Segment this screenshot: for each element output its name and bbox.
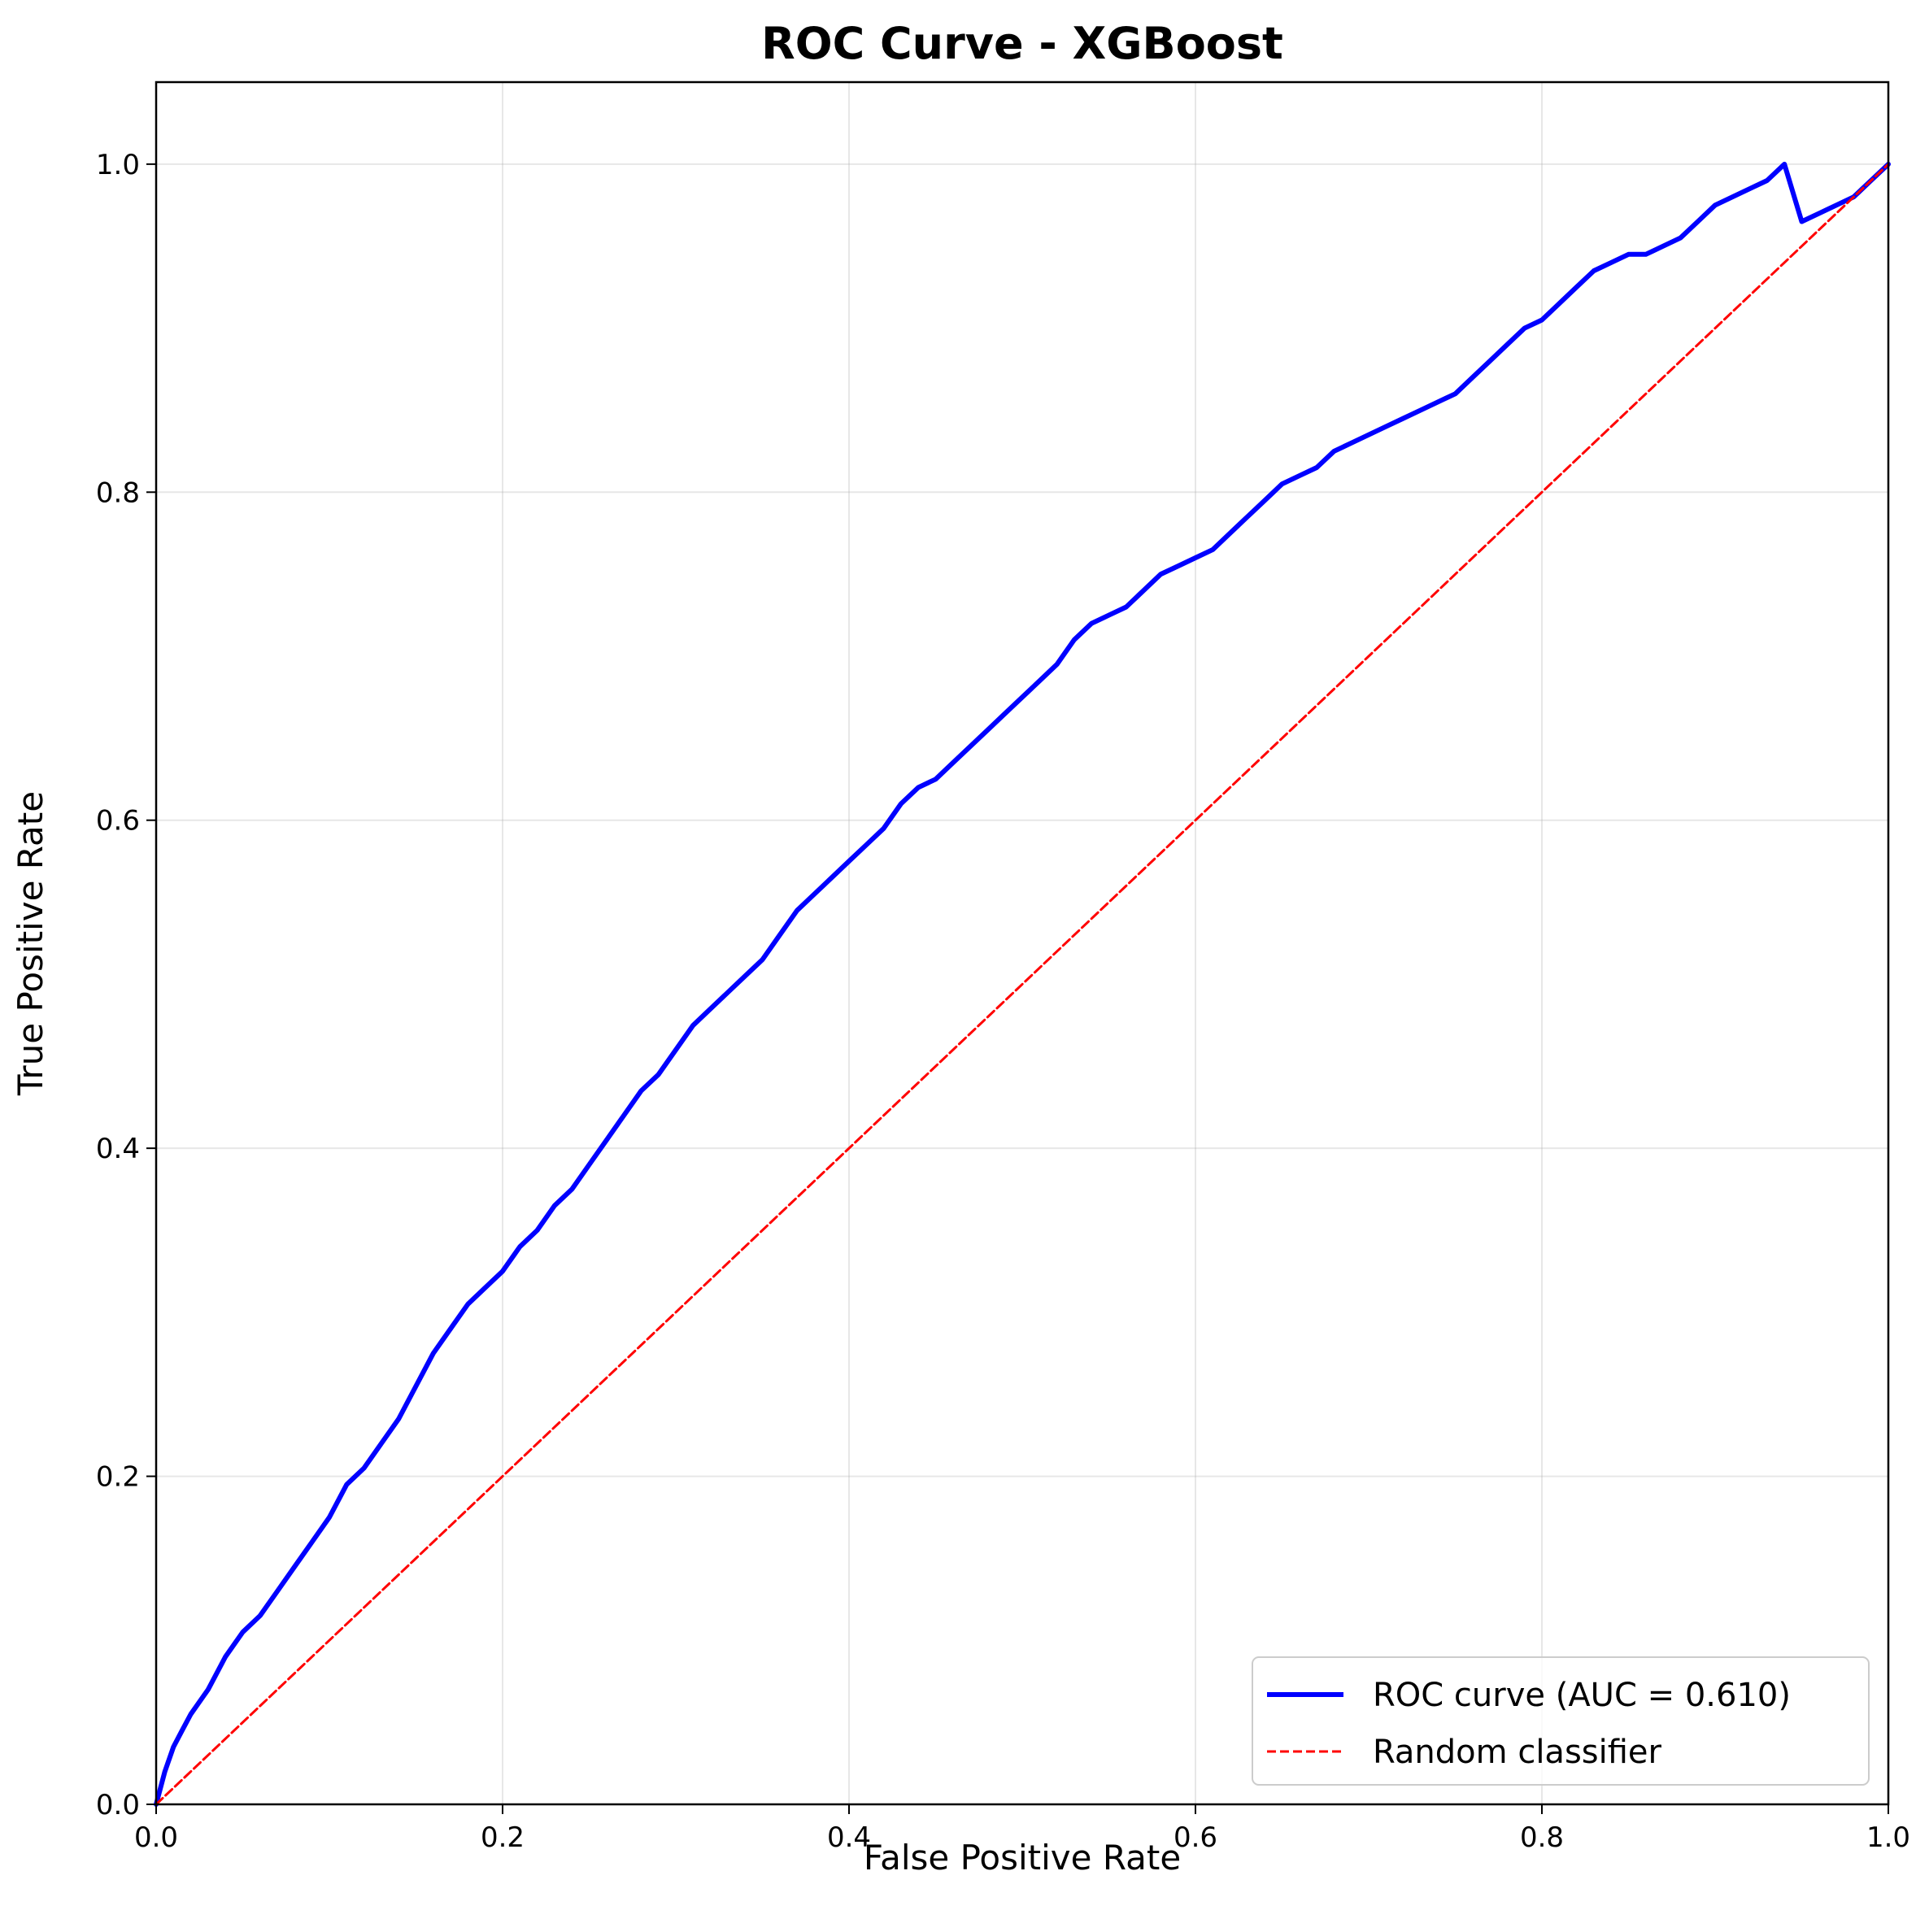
- y-tick-label: 0.8: [96, 476, 140, 509]
- y-tick-label: 0.4: [96, 1133, 140, 1165]
- legend-label-roc: ROC curve (AUC = 0.610): [1373, 1677, 1791, 1714]
- x-axis-label: False Positive Rate: [864, 1838, 1181, 1878]
- legend-box: [1252, 1656, 1870, 1786]
- random-classifier-line: [155, 163, 1890, 1806]
- tick-layer: 0.0 0.2 0.4 0.6 0.8 1.0 0.0 0.2 0.4 0.6 0.8 1.0: [96, 149, 1910, 1854]
- roc-curve-line: [154, 161, 1891, 1807]
- x-tick-label: 1.0: [1866, 1821, 1910, 1854]
- y-tick-label: 0.6: [96, 805, 140, 838]
- y-tick-label: 1.0: [96, 149, 140, 181]
- x-tick-label: 0.0: [134, 1821, 178, 1854]
- legend: ROC curve (AUC = 0.610) Random classifie…: [1252, 1656, 1870, 1786]
- x-tick-label: 0.8: [1520, 1821, 1564, 1854]
- y-axis-label: True Positive Rate: [11, 791, 50, 1096]
- x-tick-label: 0.4: [827, 1821, 871, 1854]
- x-tick-label: 0.6: [1174, 1821, 1217, 1854]
- x-tick-label: 0.2: [481, 1821, 525, 1854]
- y-tick-label: 0.0: [96, 1789, 140, 1821]
- series-layer: [154, 161, 1891, 1807]
- legend-label-random: Random classifier: [1373, 1734, 1662, 1771]
- plot-frame: [155, 80, 1890, 1806]
- chart-title: ROC Curve - XGBoost: [761, 18, 1283, 69]
- y-tick-label: 0.2: [96, 1461, 140, 1494]
